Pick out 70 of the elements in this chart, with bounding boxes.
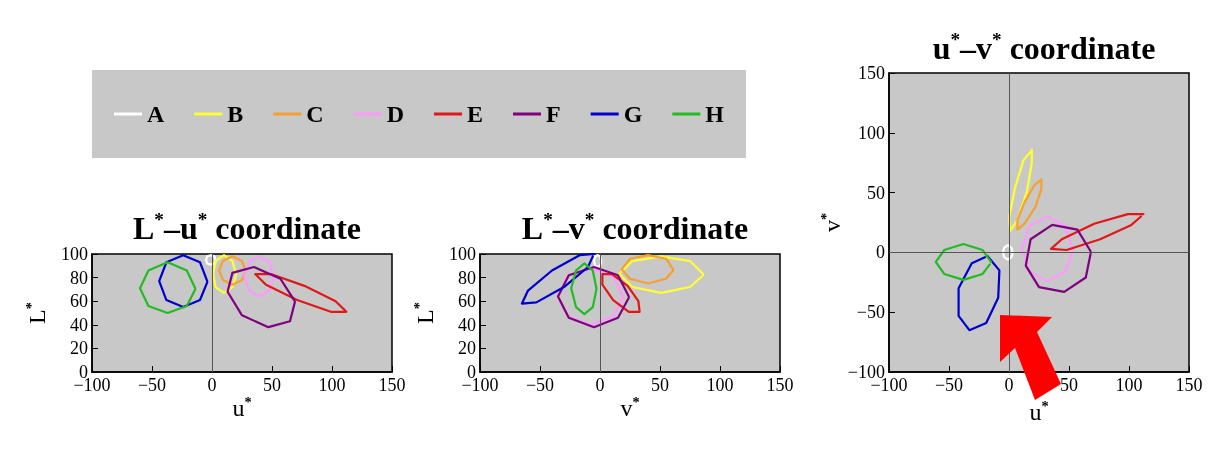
line-series	[158, 254, 209, 309]
line-series	[1021, 215, 1074, 283]
y-axis-title: v*	[817, 212, 845, 233]
x-axis-title: u*	[1029, 397, 1049, 425]
x-tick-label: 100	[1115, 375, 1143, 395]
y-tick-label: −50	[856, 302, 885, 323]
y-tick-label: 80	[458, 267, 476, 288]
legend-label: B	[227, 101, 244, 127]
x-tick-label: 100	[706, 375, 734, 395]
line-series	[226, 265, 296, 329]
line-series	[618, 255, 705, 295]
y-tick-label: 100	[61, 244, 88, 264]
line-series	[204, 254, 217, 266]
line-series	[1024, 223, 1092, 293]
x-tick-label: −50	[525, 375, 555, 395]
legend-label: G	[623, 101, 643, 127]
y-tick-label: 60	[70, 291, 88, 312]
line-series	[520, 252, 596, 305]
x-tick-label: 50	[1060, 375, 1078, 395]
chart-title: L*–v* coordinate	[521, 209, 749, 246]
line-series	[556, 265, 630, 329]
line-series	[254, 272, 348, 313]
x-tick-label: 150	[378, 375, 406, 395]
line-series	[592, 254, 603, 269]
y-tick-label: 40	[70, 314, 88, 335]
line-series	[570, 262, 598, 316]
line-series	[243, 255, 275, 298]
line-series	[1049, 213, 1145, 252]
x-tick-label: −50	[137, 375, 167, 395]
y-tick-label: 40	[458, 314, 476, 335]
chart-title: u*–v* coordinate	[932, 29, 1156, 66]
legend-label: H	[705, 101, 725, 127]
x-tick-label: 0	[207, 375, 217, 395]
y-tick-label: 20	[458, 338, 476, 359]
line-series	[1001, 244, 1014, 261]
legend-label: F	[546, 101, 561, 127]
y-tick-label: 100	[449, 244, 476, 264]
x-axis-title: u*	[232, 393, 252, 421]
line-series	[218, 255, 247, 286]
x-tick-label: 50	[651, 375, 669, 395]
line-series	[620, 254, 675, 285]
line-series	[138, 261, 197, 315]
x-tick-label: 100	[318, 375, 346, 395]
y-tick-label: 20	[70, 338, 88, 359]
x-tick-label: −50	[934, 375, 964, 395]
y-tick-label: 0	[876, 242, 885, 263]
legend-label: D	[386, 101, 405, 127]
y-tick-label: 150	[858, 63, 885, 83]
x-tick-label: 0	[1004, 375, 1014, 395]
x-tick-label: 150	[1175, 375, 1203, 395]
y-axis-title: L*	[23, 302, 50, 324]
x-tick-label: 50	[263, 375, 281, 395]
y-tick-label: 80	[70, 267, 88, 288]
line-series	[934, 242, 993, 282]
line-series	[212, 254, 238, 295]
legend-label: C	[306, 101, 324, 127]
line-series	[1016, 178, 1043, 231]
y-tick-label: 100	[858, 122, 885, 143]
y-axis-title: L*	[411, 302, 438, 324]
legend-label: E	[467, 101, 484, 127]
line-series	[1007, 148, 1033, 232]
x-axis-title: v*	[620, 393, 640, 421]
y-tick-label: 60	[458, 291, 476, 312]
x-tick-label: 0	[595, 375, 605, 395]
x-tick-label: 150	[766, 375, 794, 395]
chart-title: L*–u* coordinate	[132, 209, 362, 246]
line-series	[957, 254, 1001, 332]
legend-label: A	[147, 101, 165, 127]
y-tick-label: 50	[867, 182, 885, 203]
line-series	[601, 272, 641, 313]
